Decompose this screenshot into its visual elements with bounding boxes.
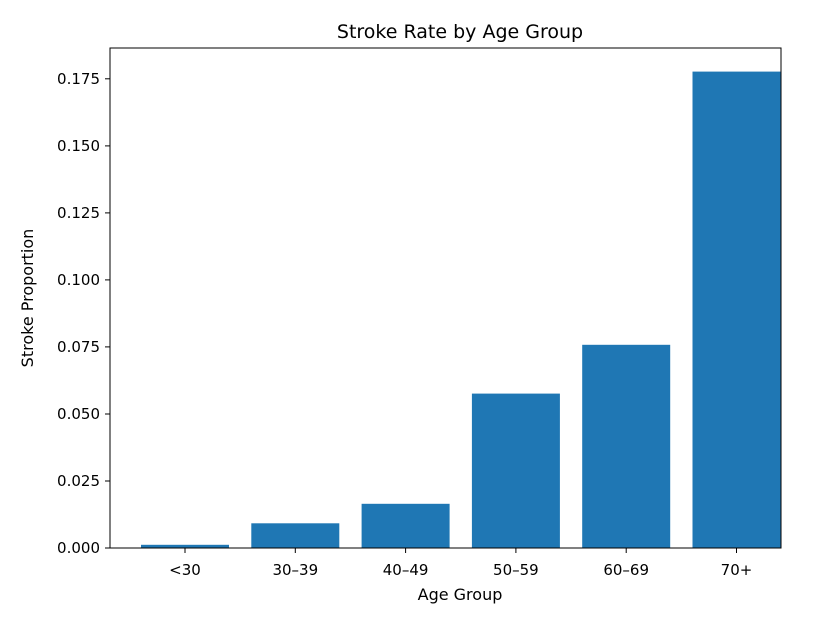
x-tick-label-5: 70+ xyxy=(721,561,753,579)
y-tick-label-2: 0.050 xyxy=(57,405,100,423)
plot-frame xyxy=(109,47,782,549)
y-axis: 0.000 0.025 0.050 0.075 0.100 0.125 0.150 0.175 xyxy=(57,70,110,557)
bar-1 xyxy=(251,523,340,548)
y-tick-label-6: 0.150 xyxy=(57,137,100,155)
x-tick-label-1: 30–39 xyxy=(272,561,318,579)
x-tick-label-4: 60–69 xyxy=(603,561,649,579)
x-axis: <30 30–39 40–49 50–59 60–69 70+ xyxy=(169,548,752,579)
y-tick-label-5: 0.125 xyxy=(57,204,100,222)
y-tick-label-0: 0.000 xyxy=(57,539,100,557)
y-tick-label-4: 0.100 xyxy=(57,271,100,289)
bar-5 xyxy=(692,71,781,548)
bar-4 xyxy=(582,344,671,548)
x-tick-label-0: <30 xyxy=(169,561,201,579)
bar-2 xyxy=(361,503,450,548)
bar-0 xyxy=(141,544,229,548)
x-tick-label-3: 50–59 xyxy=(493,561,539,579)
bars-group xyxy=(141,71,781,548)
y-tick-label-3: 0.075 xyxy=(57,338,100,356)
x-axis-label: Age Group xyxy=(418,585,503,604)
bar-3 xyxy=(471,393,560,548)
x-tick-label-2: 40–49 xyxy=(383,561,429,579)
chart-title: Stroke Rate by Age Group xyxy=(337,21,583,43)
y-tick-label-1: 0.025 xyxy=(57,472,100,490)
y-tick-label-7: 0.175 xyxy=(57,70,100,88)
y-axis-label: Stroke Proportion xyxy=(18,229,37,368)
